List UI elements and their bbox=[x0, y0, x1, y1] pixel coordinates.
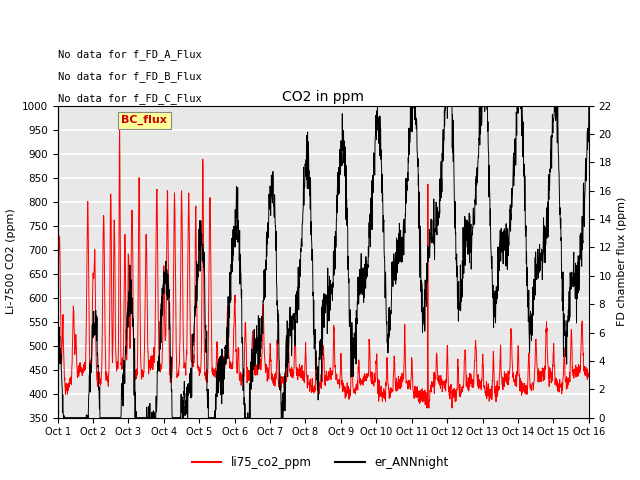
Text: BC_flux: BC_flux bbox=[122, 115, 167, 125]
Y-axis label: FD chamber flux (ppm): FD chamber flux (ppm) bbox=[618, 197, 627, 326]
Text: No data for f_FD_B_Flux: No data for f_FD_B_Flux bbox=[58, 71, 202, 82]
Y-axis label: Li-7500 CO2 (ppm): Li-7500 CO2 (ppm) bbox=[6, 209, 16, 314]
Text: No data for f_FD_C_Flux: No data for f_FD_C_Flux bbox=[58, 93, 202, 104]
Text: No data for f_FD_A_Flux: No data for f_FD_A_Flux bbox=[58, 49, 202, 60]
Legend: li75_co2_ppm, er_ANNnight: li75_co2_ppm, er_ANNnight bbox=[187, 452, 453, 474]
Title: CO2 in ppm: CO2 in ppm bbox=[282, 90, 364, 105]
